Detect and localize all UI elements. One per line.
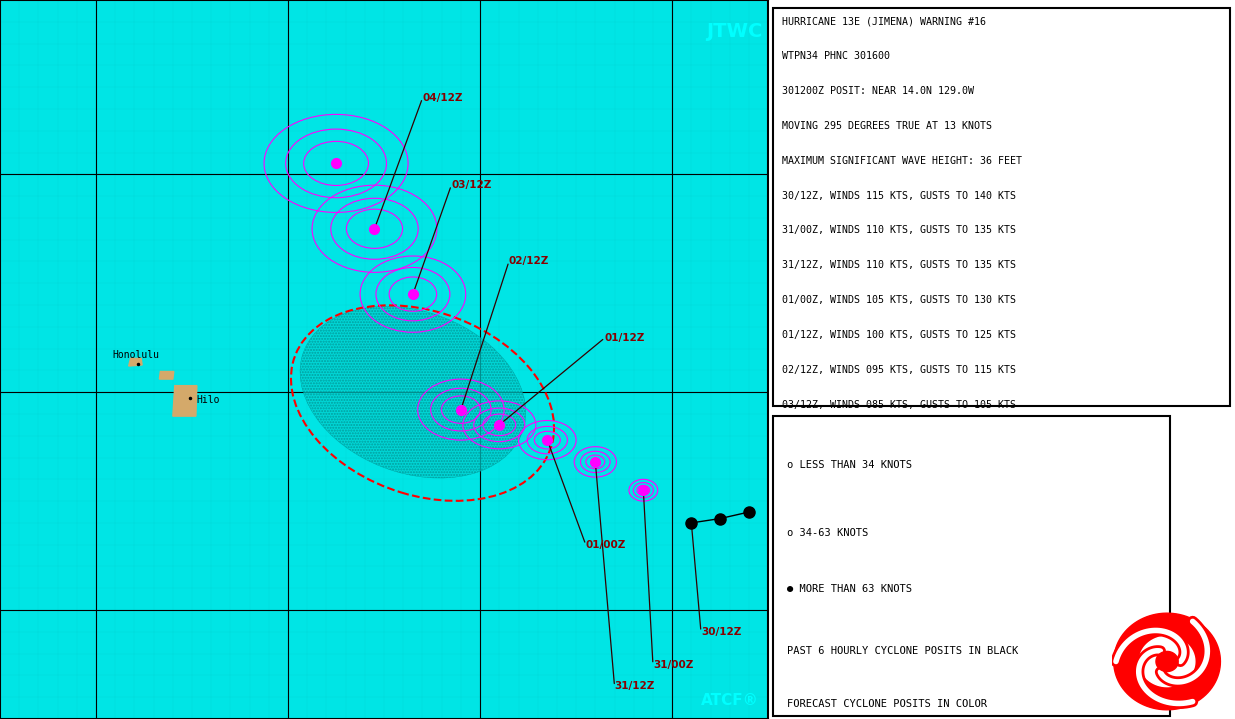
Text: 31/00Z: 31/00Z [653,659,693,669]
Text: 03/12Z, WINDS 085 KTS, GUSTS TO 105 KTS: 03/12Z, WINDS 085 KTS, GUSTS TO 105 KTS [782,400,1016,410]
Text: 01/00Z, WINDS 105 KTS, GUSTS TO 130 KTS: 01/00Z, WINDS 105 KTS, GUSTS TO 130 KTS [782,295,1016,305]
Text: JTWC: JTWC [706,22,762,41]
Text: WTPN34 PHNC 301600: WTPN34 PHNC 301600 [782,51,890,61]
Text: 301200Z POSIT: NEAR 14.0N 129.0W: 301200Z POSIT: NEAR 14.0N 129.0W [782,86,974,96]
Text: 03/12Z: 03/12Z [451,180,492,191]
Text: 02/12Z: 02/12Z [509,257,550,267]
Text: 04/12Z, WINDS 075 KTS, GUSTS TO 090 KTS: 04/12Z, WINDS 075 KTS, GUSTS TO 090 KTS [782,434,1016,444]
Text: 01/12Z, WINDS 100 KTS, GUSTS TO 125 KTS: 01/12Z, WINDS 100 KTS, GUSTS TO 125 KTS [782,330,1016,340]
Text: o 34-63 KNOTS: o 34-63 KNOTS [787,528,868,539]
Text: MAXIMUM SIGNIFICANT WAVE HEIGHT: 36 FEET: MAXIMUM SIGNIFICANT WAVE HEIGHT: 36 FEET [782,156,1023,166]
Text: PAST 6 HOURLY CYCLONE POSITS IN BLACK: PAST 6 HOURLY CYCLONE POSITS IN BLACK [787,646,1018,656]
Polygon shape [1140,636,1195,687]
Text: o LESS THAN 34 KNOTS: o LESS THAN 34 KNOTS [787,460,911,470]
Text: FORECAST CYCLONE POSITS IN COLOR: FORECAST CYCLONE POSITS IN COLOR [787,699,987,708]
Polygon shape [1156,651,1178,672]
Text: 04/12Z: 04/12Z [422,93,463,103]
Text: 31/12Z, WINDS 110 KTS, GUSTS TO 135 KTS: 31/12Z, WINDS 110 KTS, GUSTS TO 135 KTS [782,260,1016,270]
Text: HURRICANE 13E (JIMENA) WARNING #16: HURRICANE 13E (JIMENA) WARNING #16 [782,17,987,27]
Text: Honolulu: Honolulu [112,350,159,360]
Text: 31/12Z: 31/12Z [615,682,655,691]
Polygon shape [1114,613,1220,710]
Polygon shape [173,385,196,416]
Text: 01/12Z: 01/12Z [605,333,646,343]
Ellipse shape [300,306,526,478]
Polygon shape [128,358,142,366]
Text: 02/12Z, WINDS 095 KTS, GUSTS TO 115 KTS: 02/12Z, WINDS 095 KTS, GUSTS TO 115 KTS [782,365,1016,375]
Text: 30/12Z, WINDS 115 KTS, GUSTS TO 140 KTS: 30/12Z, WINDS 115 KTS, GUSTS TO 140 KTS [782,191,1016,201]
Text: 31/00Z, WINDS 110 KTS, GUSTS TO 135 KTS: 31/00Z, WINDS 110 KTS, GUSTS TO 135 KTS [782,226,1016,235]
Text: ● MORE THAN 63 KNOTS: ● MORE THAN 63 KNOTS [787,584,911,594]
Text: Hilo: Hilo [196,395,220,405]
FancyBboxPatch shape [773,8,1230,406]
Text: 30/12Z: 30/12Z [701,627,741,637]
Text: ATCF®: ATCF® [700,693,758,708]
Text: MOVING 295 DEGREES TRUE AT 13 KNOTS: MOVING 295 DEGREES TRUE AT 13 KNOTS [782,121,992,131]
FancyBboxPatch shape [773,416,1170,716]
Polygon shape [159,372,174,379]
Text: 01/00Z: 01/00Z [585,540,626,550]
